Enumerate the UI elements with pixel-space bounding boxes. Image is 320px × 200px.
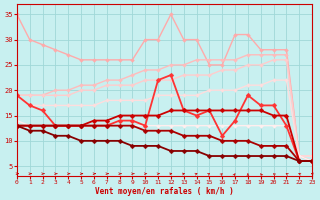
X-axis label: Vent moyen/en rafales ( km/h ): Vent moyen/en rafales ( km/h ) <box>95 187 234 196</box>
